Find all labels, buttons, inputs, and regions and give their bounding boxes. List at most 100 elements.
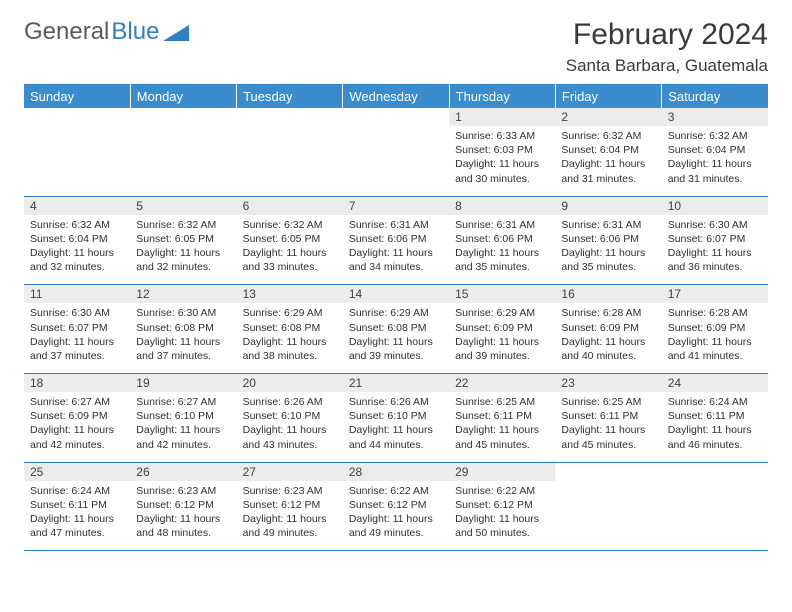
title-block: February 2024 Santa Barbara, Guatemala [566,18,768,76]
weekday-header-row: Sunday Monday Tuesday Wednesday Thursday… [24,85,768,109]
day-body: Sunrise: 6:29 AMSunset: 6:08 PMDaylight:… [343,303,449,373]
calendar-day-cell: 15Sunrise: 6:29 AMSunset: 6:09 PMDayligh… [449,285,555,374]
daylight-text: Daylight: 11 hours and 35 minutes. [561,246,655,274]
calendar-day-cell: 20Sunrise: 6:26 AMSunset: 6:10 PMDayligh… [237,374,343,463]
sunrise-text: Sunrise: 6:25 AM [561,395,655,409]
calendar-day-cell: 7Sunrise: 6:31 AMSunset: 6:06 PMDaylight… [343,196,449,285]
sunrise-text: Sunrise: 6:32 AM [243,218,337,232]
daylight-text: Daylight: 11 hours and 46 minutes. [668,423,762,451]
daylight-text: Daylight: 11 hours and 48 minutes. [136,512,230,540]
day-body: Sunrise: 6:26 AMSunset: 6:10 PMDaylight:… [237,392,343,462]
sunrise-text: Sunrise: 6:23 AM [243,484,337,498]
sunrise-text: Sunrise: 6:30 AM [668,218,762,232]
logo-text-blue: Blue [111,18,159,46]
sunrise-text: Sunrise: 6:33 AM [455,129,549,143]
day-body [343,112,449,174]
day-body: Sunrise: 6:29 AMSunset: 6:08 PMDaylight:… [237,303,343,373]
calendar-day-cell: 25Sunrise: 6:24 AMSunset: 6:11 PMDayligh… [24,462,130,551]
sunrise-text: Sunrise: 6:22 AM [349,484,443,498]
calendar-day-cell: 1Sunrise: 6:33 AMSunset: 6:03 PMDaylight… [449,108,555,196]
calendar-day-cell [237,108,343,196]
sunset-text: Sunset: 6:11 PM [668,409,762,423]
sunset-text: Sunset: 6:12 PM [243,498,337,512]
calendar-day-cell: 26Sunrise: 6:23 AMSunset: 6:12 PMDayligh… [130,462,236,551]
daylight-text: Daylight: 11 hours and 39 minutes. [455,335,549,363]
daylight-text: Daylight: 11 hours and 39 minutes. [349,335,443,363]
sunset-text: Sunset: 6:11 PM [30,498,124,512]
sunset-text: Sunset: 6:04 PM [30,232,124,246]
calendar-day-cell: 22Sunrise: 6:25 AMSunset: 6:11 PMDayligh… [449,374,555,463]
sunset-text: Sunset: 6:04 PM [668,143,762,157]
daylight-text: Daylight: 11 hours and 30 minutes. [455,157,549,185]
daylight-text: Daylight: 11 hours and 47 minutes. [30,512,124,540]
sunrise-text: Sunrise: 6:31 AM [561,218,655,232]
calendar-day-cell: 4Sunrise: 6:32 AMSunset: 6:04 PMDaylight… [24,196,130,285]
calendar-day-cell: 29Sunrise: 6:22 AMSunset: 6:12 PMDayligh… [449,462,555,551]
sunset-text: Sunset: 6:07 PM [30,321,124,335]
day-body: Sunrise: 6:30 AMSunset: 6:07 PMDaylight:… [662,215,768,285]
sunset-text: Sunset: 6:07 PM [668,232,762,246]
calendar-day-cell: 3Sunrise: 6:32 AMSunset: 6:04 PMDaylight… [662,108,768,196]
sunrise-text: Sunrise: 6:24 AM [30,484,124,498]
day-number: 15 [449,285,555,303]
sunrise-text: Sunrise: 6:30 AM [136,306,230,320]
day-body: Sunrise: 6:27 AMSunset: 6:09 PMDaylight:… [24,392,130,462]
day-number: 26 [130,463,236,481]
logo: GeneralBlue [24,18,189,46]
day-body: Sunrise: 6:28 AMSunset: 6:09 PMDaylight:… [662,303,768,373]
sunrise-text: Sunrise: 6:32 AM [668,129,762,143]
day-body: Sunrise: 6:27 AMSunset: 6:10 PMDaylight:… [130,392,236,462]
daylight-text: Daylight: 11 hours and 44 minutes. [349,423,443,451]
calendar-page: GeneralBlue February 2024 Santa Barbara,… [0,0,792,569]
day-body [662,467,768,529]
day-body [555,467,661,529]
day-body: Sunrise: 6:32 AMSunset: 6:04 PMDaylight:… [555,126,661,196]
col-saturday: Saturday [662,85,768,109]
daylight-text: Daylight: 11 hours and 42 minutes. [30,423,124,451]
daylight-text: Daylight: 11 hours and 45 minutes. [561,423,655,451]
sunset-text: Sunset: 6:08 PM [136,321,230,335]
calendar-day-cell: 17Sunrise: 6:28 AMSunset: 6:09 PMDayligh… [662,285,768,374]
sunset-text: Sunset: 6:09 PM [455,321,549,335]
calendar-week-row: 11Sunrise: 6:30 AMSunset: 6:07 PMDayligh… [24,285,768,374]
daylight-text: Daylight: 11 hours and 42 minutes. [136,423,230,451]
sunset-text: Sunset: 6:10 PM [243,409,337,423]
sunset-text: Sunset: 6:03 PM [455,143,549,157]
calendar-day-cell: 11Sunrise: 6:30 AMSunset: 6:07 PMDayligh… [24,285,130,374]
day-body: Sunrise: 6:25 AMSunset: 6:11 PMDaylight:… [449,392,555,462]
col-sunday: Sunday [24,85,130,109]
sunrise-text: Sunrise: 6:31 AM [349,218,443,232]
sunset-text: Sunset: 6:10 PM [136,409,230,423]
sunset-text: Sunset: 6:06 PM [349,232,443,246]
sunset-text: Sunset: 6:12 PM [136,498,230,512]
day-body: Sunrise: 6:30 AMSunset: 6:08 PMDaylight:… [130,303,236,373]
calendar-day-cell: 23Sunrise: 6:25 AMSunset: 6:11 PMDayligh… [555,374,661,463]
calendar-day-cell: 19Sunrise: 6:27 AMSunset: 6:10 PMDayligh… [130,374,236,463]
calendar-day-cell: 18Sunrise: 6:27 AMSunset: 6:09 PMDayligh… [24,374,130,463]
daylight-text: Daylight: 11 hours and 33 minutes. [243,246,337,274]
sunset-text: Sunset: 6:08 PM [243,321,337,335]
day-body: Sunrise: 6:32 AMSunset: 6:05 PMDaylight:… [237,215,343,285]
daylight-text: Daylight: 11 hours and 40 minutes. [561,335,655,363]
day-number: 29 [449,463,555,481]
day-body: Sunrise: 6:23 AMSunset: 6:12 PMDaylight:… [130,481,236,551]
day-body [130,112,236,174]
day-number: 9 [555,197,661,215]
day-body: Sunrise: 6:31 AMSunset: 6:06 PMDaylight:… [555,215,661,285]
day-body: Sunrise: 6:31 AMSunset: 6:06 PMDaylight:… [343,215,449,285]
calendar-day-cell: 8Sunrise: 6:31 AMSunset: 6:06 PMDaylight… [449,196,555,285]
sunset-text: Sunset: 6:10 PM [349,409,443,423]
daylight-text: Daylight: 11 hours and 50 minutes. [455,512,549,540]
day-number: 14 [343,285,449,303]
sunset-text: Sunset: 6:04 PM [561,143,655,157]
day-body: Sunrise: 6:33 AMSunset: 6:03 PMDaylight:… [449,126,555,196]
sunrise-text: Sunrise: 6:29 AM [243,306,337,320]
day-number: 20 [237,374,343,392]
calendar-day-cell: 28Sunrise: 6:22 AMSunset: 6:12 PMDayligh… [343,462,449,551]
day-number: 7 [343,197,449,215]
calendar-day-cell [555,462,661,551]
day-body: Sunrise: 6:28 AMSunset: 6:09 PMDaylight:… [555,303,661,373]
day-body: Sunrise: 6:22 AMSunset: 6:12 PMDaylight:… [449,481,555,551]
daylight-text: Daylight: 11 hours and 35 minutes. [455,246,549,274]
sunset-text: Sunset: 6:05 PM [136,232,230,246]
